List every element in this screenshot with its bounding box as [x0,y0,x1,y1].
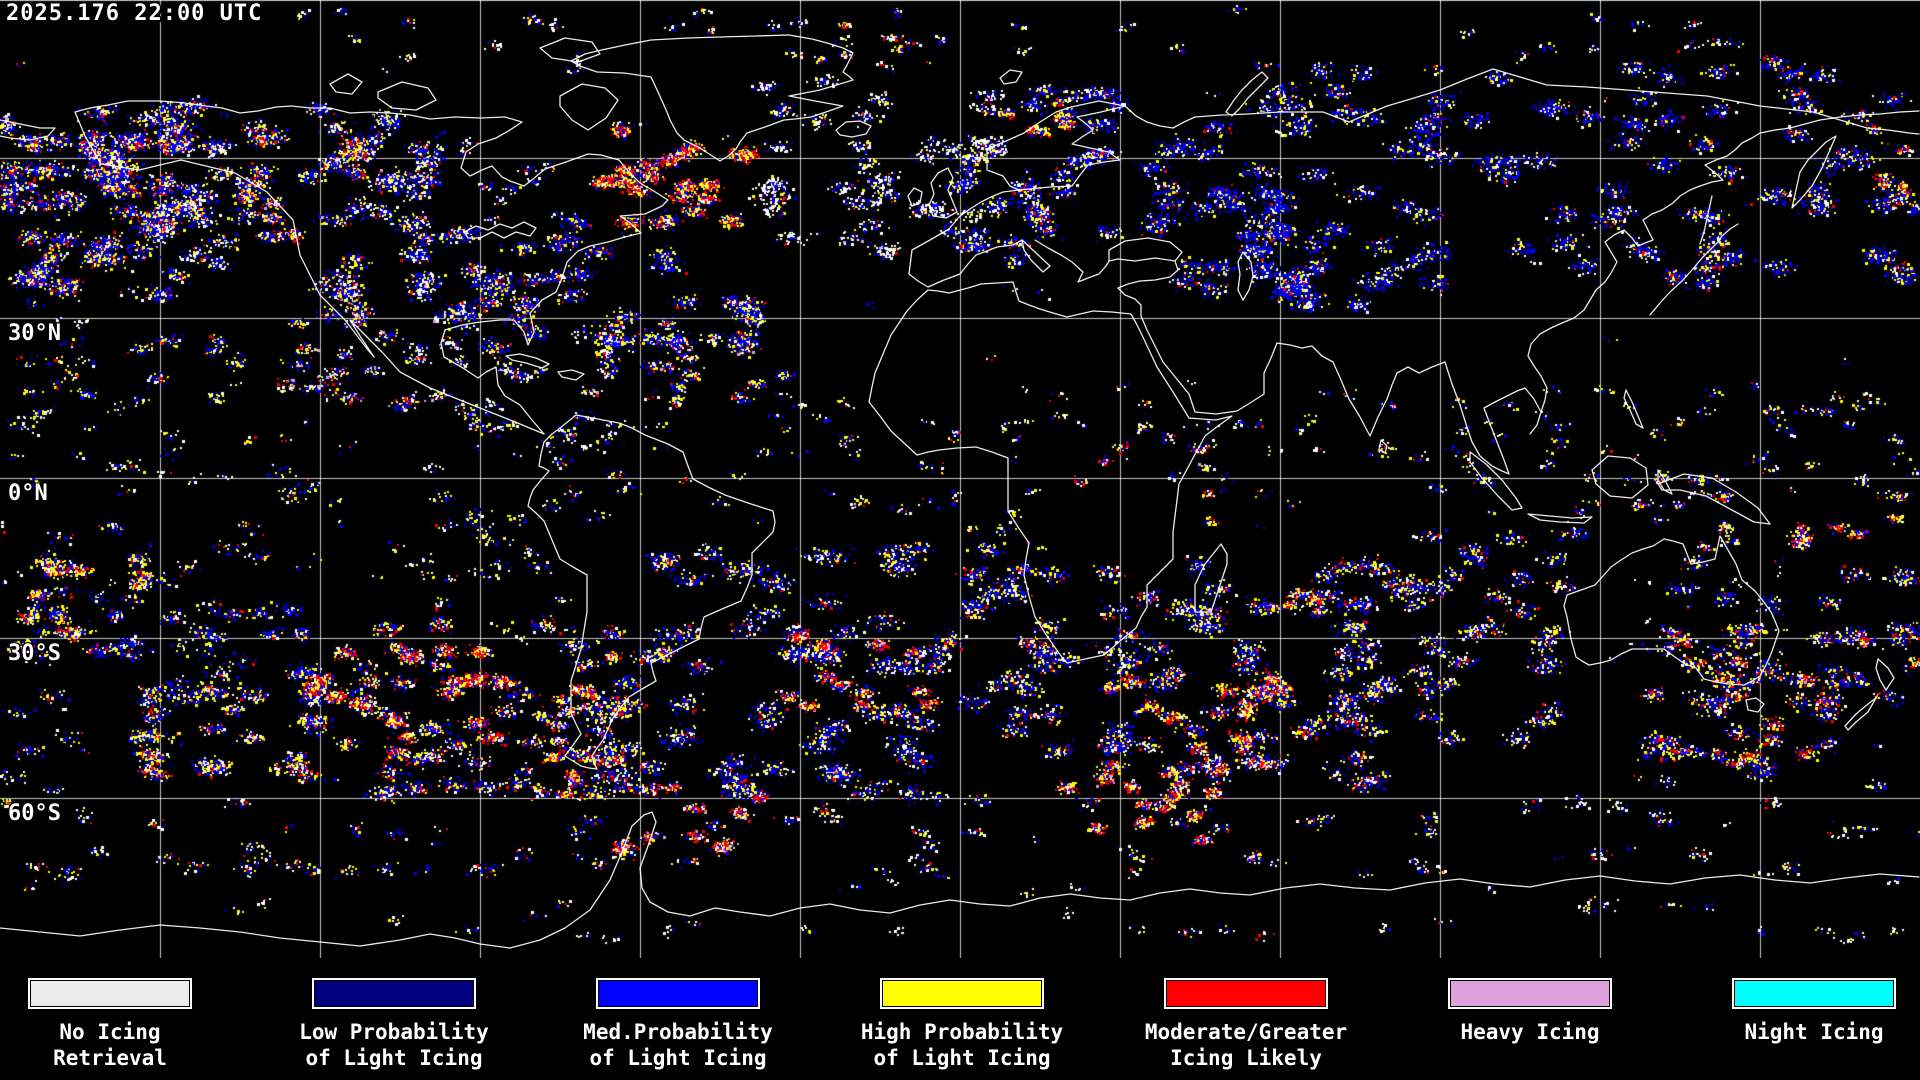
legend-swatch-low-probability [312,978,476,1009]
legend-item-night-icing: Night Icing [1732,978,1896,1044]
legend-label-line: Low Probability [299,1020,489,1044]
icing-speckle-canvas [0,0,1920,958]
legend-item-moderate-greater: Moderate/Greater Icing Likely [1145,978,1347,1070]
legend-swatch-heavy-icing [1448,978,1612,1009]
latitude-label-30n: 30°N [8,321,61,346]
legend-item-med-probability: Med.Probability of Light Icing [583,978,773,1070]
legend-label-med-probability: Med.Probability of Light Icing [583,1019,773,1071]
legend-item-heavy-icing: Heavy Icing [1448,978,1612,1044]
legend-label-line: High Probability [860,1020,1064,1044]
legend-label-line: Night Icing [1744,1020,1884,1044]
legend-label-line: Icing Likely [1170,1046,1322,1070]
legend-label-line: of Light Icing [589,1046,767,1070]
legend-label-high-probability: High Probability of Light Icing [861,1019,1063,1071]
legend-label-line: of Light Icing [305,1046,483,1070]
legend-label-night-icing: Night Icing [1744,1019,1883,1045]
legend-label-heavy-icing: Heavy Icing [1460,1019,1599,1045]
legend-swatch-med-probability [596,978,760,1009]
legend-label-no-icing: No Icing Retrieval [53,1019,167,1071]
latitude-label-30s: 30°S [8,641,61,666]
legend-swatch-night-icing [1732,978,1896,1009]
legend-label-line: Moderate/Greater [1144,1020,1348,1044]
legend-swatch-moderate-greater [1164,978,1328,1009]
legend-label-line: of Light Icing [873,1046,1051,1070]
timestamp-label: 2025.176 22:00 UTC [6,1,263,26]
legend-label-line: Heavy Icing [1460,1020,1600,1044]
legend: No Icing Retrieval Low Probability of Li… [0,958,1920,1080]
legend-swatch-high-probability [880,978,1044,1009]
legend-label-low-probability: Low Probability of Light Icing [299,1019,489,1071]
legend-label-moderate-greater: Moderate/Greater Icing Likely [1145,1019,1347,1071]
legend-label-line: Retrieval [53,1046,167,1070]
legend-item-high-probability: High Probability of Light Icing [861,978,1063,1070]
legend-item-no-icing: No Icing Retrieval [28,978,192,1070]
world-icing-map: 2025.176 22:00 UTC 30°N 0°N 30°S 60°S [0,0,1920,958]
legend-item-low-probability: Low Probability of Light Icing [299,978,489,1070]
legend-label-line: Med.Probability [583,1020,773,1044]
latitude-label-0n: 0°N [8,481,48,506]
legend-label-line: No Icing [59,1020,161,1044]
legend-swatch-no-icing [28,978,192,1009]
latitude-label-60s: 60°S [8,801,61,826]
